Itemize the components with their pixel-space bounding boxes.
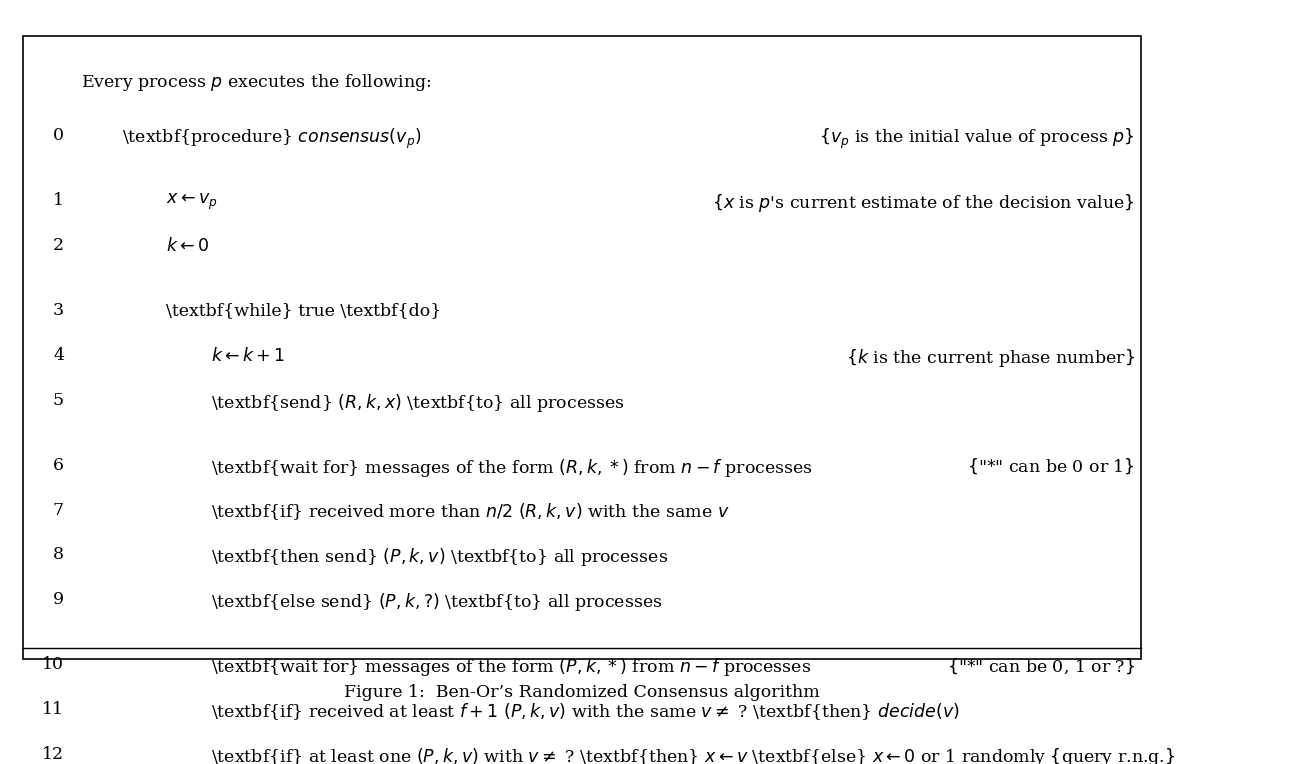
- Text: 2: 2: [53, 237, 64, 254]
- Text: 6: 6: [53, 457, 64, 474]
- Text: \textbf{then send} $(P, k, v)$ \textbf{to} all processes: \textbf{then send} $(P, k, v)$ \textbf{t…: [211, 546, 668, 568]
- Text: 0: 0: [53, 127, 64, 144]
- Text: 8: 8: [53, 546, 64, 563]
- Text: \textbf{if} received more than $n/2$ $(R, k, v)$ with the same $v$: \textbf{if} received more than $n/2$ $(R…: [211, 501, 729, 523]
- Text: $x \leftarrow v_p$: $x \leftarrow v_p$: [167, 192, 217, 212]
- Text: 1: 1: [53, 192, 64, 209]
- Text: \textbf{wait for} messages of the form $(R, k, *)$ from $n - f$ processes: \textbf{wait for} messages of the form $…: [211, 457, 812, 478]
- Text: $\{$"$*$" can be 0, 1 or ?$\}$: $\{$"$*$" can be 0, 1 or ?$\}$: [947, 656, 1135, 676]
- Text: 4: 4: [53, 347, 64, 364]
- Text: 11: 11: [42, 701, 64, 718]
- Text: $\{$"$*$" can be 0 or 1$\}$: $\{$"$*$" can be 0 or 1$\}$: [967, 457, 1135, 476]
- Text: $k \leftarrow 0$: $k \leftarrow 0$: [167, 237, 210, 254]
- Text: Figure 1:  Ben-Or’s Randomized Consensus algorithm: Figure 1: Ben-Or’s Randomized Consensus …: [344, 685, 820, 701]
- FancyBboxPatch shape: [23, 36, 1141, 659]
- Text: $\{v_p$ is the initial value of process $p\}$: $\{v_p$ is the initial value of process …: [819, 127, 1135, 151]
- Text: 10: 10: [42, 656, 64, 673]
- Text: \textbf{if} received at least $f+1$ $(P, k, v)$ with the same $v \neq$ ? \textbf: \textbf{if} received at least $f+1$ $(P,…: [211, 701, 960, 722]
- Text: \textbf{while} true \textbf{do}: \textbf{while} true \textbf{do}: [167, 302, 441, 319]
- Text: 5: 5: [53, 391, 64, 409]
- Text: $\{x$ is $p$'s current estimate of the decision value$\}$: $\{x$ is $p$'s current estimate of the d…: [712, 192, 1135, 214]
- Text: 9: 9: [53, 591, 64, 608]
- Text: 12: 12: [42, 746, 64, 763]
- Text: 3: 3: [53, 302, 64, 319]
- Text: Every process $p$ executes the following:: Every process $p$ executes the following…: [82, 73, 432, 93]
- Text: $k \leftarrow k+1$: $k \leftarrow k+1$: [211, 347, 285, 364]
- Text: \textbf{if} at least one $(P, k, v)$ with $v \neq$ ? \textbf{then} $x \leftarrow: \textbf{if} at least one $(P, k, v)$ wit…: [211, 746, 1174, 764]
- Text: \textbf{else send} $(P, k, ?)$ \textbf{to} all processes: \textbf{else send} $(P, k, ?)$ \textbf{t…: [211, 591, 663, 613]
- Text: 7: 7: [53, 501, 64, 519]
- Text: \textbf{send} $(R, k, x)$ \textbf{to} all processes: \textbf{send} $(R, k, x)$ \textbf{to} al…: [211, 391, 624, 413]
- Text: $\{k$ is the current phase number$\}$: $\{k$ is the current phase number$\}$: [846, 347, 1135, 369]
- Text: \textbf{wait for} messages of the form $(P, k, *)$ from $n - f$ processes: \textbf{wait for} messages of the form $…: [211, 656, 811, 678]
- Text: \textbf{procedure} $\mathit{consensus}(v_p)$: \textbf{procedure} $\mathit{consensus}(v…: [122, 127, 422, 151]
